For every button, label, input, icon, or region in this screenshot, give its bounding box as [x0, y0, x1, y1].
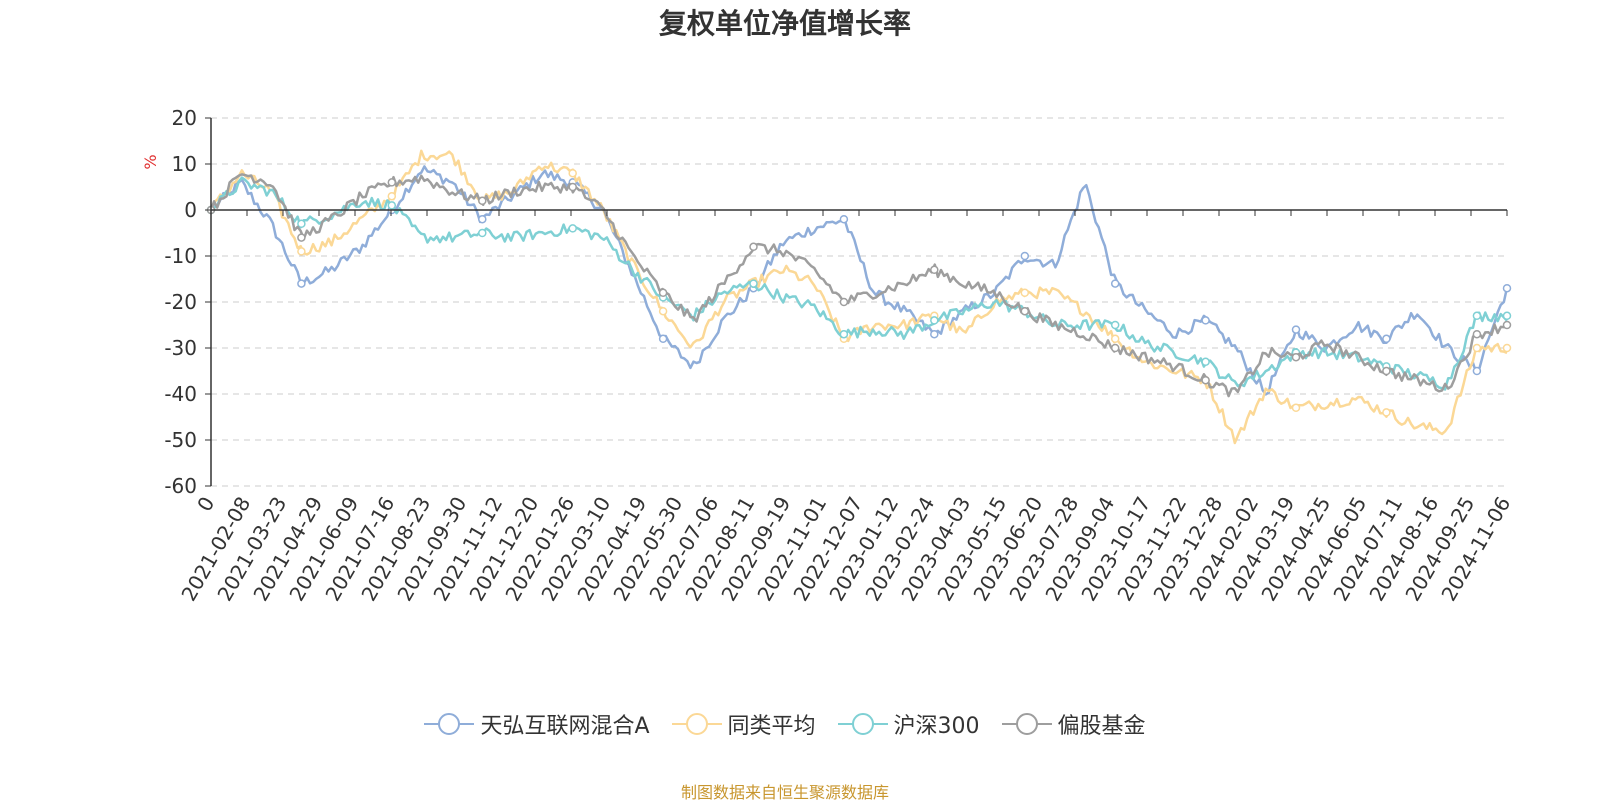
series-marker — [749, 279, 758, 288]
y-tick-label: -50 — [164, 428, 197, 452]
legend-item-category-average[interactable]: 同类平均 — [671, 708, 816, 740]
series-marker — [1382, 366, 1391, 376]
y-tick-label: -40 — [164, 382, 197, 406]
series-marker — [930, 329, 939, 339]
series-line — [209, 173, 1508, 398]
y-axis-unit-label: % — [141, 154, 160, 169]
series-line — [210, 176, 1508, 391]
series-marker — [839, 214, 849, 224]
chart-title: 复权单位净值增长率 — [658, 7, 911, 40]
series-marker — [839, 329, 849, 339]
series-marker — [1110, 343, 1120, 353]
series-marker — [568, 182, 577, 192]
series-marker — [568, 168, 577, 178]
y-tick-label: -30 — [164, 336, 197, 360]
series-marker — [1502, 283, 1512, 293]
series-marker — [839, 297, 849, 307]
series-marker — [930, 316, 939, 325]
series-marker — [478, 214, 487, 224]
series-marker — [1502, 311, 1512, 321]
series-marker — [478, 196, 487, 206]
series-marker — [1020, 288, 1030, 298]
tick-labels: 20100-10-20-30-40-50-6002021-02-082021-0… — [164, 106, 1515, 605]
legend-marker-equity-fund-icon — [1001, 713, 1052, 735]
series-marker — [1201, 375, 1210, 385]
legend-label-fund: 天弘互联网混合A — [480, 714, 650, 739]
series-marker — [297, 219, 306, 229]
legend-label-equity-fund: 偏股基金 — [1057, 714, 1146, 739]
legend-item-csi300[interactable]: 沪深300 — [837, 708, 980, 740]
y-tick-label: 0 — [184, 198, 197, 222]
series-marker — [1472, 343, 1482, 353]
series-marker — [297, 233, 306, 242]
y-tick-label: 10 — [172, 152, 197, 176]
series-marker — [1201, 357, 1210, 367]
series-marker — [387, 191, 397, 201]
series-marker — [1382, 334, 1391, 344]
legend-marker-category-average-icon — [671, 713, 722, 735]
series-marker — [297, 279, 306, 288]
series-line — [209, 165, 1509, 396]
series-marker — [1472, 366, 1482, 376]
legend: 天弘互联网混合A 同类平均 沪深300 偏股基金 — [0, 708, 1570, 740]
y-tick-label: -60 — [164, 474, 197, 498]
series-marker — [1472, 311, 1482, 321]
series-marker — [1472, 329, 1482, 339]
series-marker — [568, 224, 577, 233]
series-marker — [1020, 251, 1030, 261]
y-tick-label: 20 — [172, 106, 197, 130]
grid-lines — [211, 117, 1507, 487]
axes — [205, 117, 1508, 487]
series-marker — [297, 247, 306, 256]
y-tick-label: -20 — [164, 290, 197, 314]
series-marker — [930, 265, 939, 275]
y-tick-label: -10 — [164, 244, 197, 268]
legend-marker-csi300-icon — [837, 713, 888, 735]
series-marker — [387, 201, 397, 210]
series-marker — [1291, 352, 1301, 362]
series-marker — [1201, 316, 1210, 325]
series-marker — [1502, 343, 1512, 353]
series-marker — [749, 242, 758, 252]
series-lines — [206, 149, 1512, 445]
series-marker — [1020, 306, 1030, 316]
series-marker — [1110, 279, 1120, 288]
series-marker — [1382, 408, 1391, 417]
series-marker — [658, 306, 668, 316]
x-tick-label: 0 — [192, 493, 219, 516]
legend-label-csi300: 沪深300 — [893, 714, 980, 739]
source-note: 制图数据来自恒生聚源数据库 — [680, 783, 889, 802]
series-marker — [478, 228, 487, 238]
series-marker — [1502, 320, 1512, 330]
legend-item-equity-fund[interactable]: 偏股基金 — [1001, 708, 1146, 740]
series-marker — [1110, 334, 1120, 344]
legend-marker-fund-icon — [424, 713, 475, 735]
line-chart: 20100-10-20-30-40-50-6002021-02-082021-0… — [141, 106, 1515, 605]
series-marker — [1291, 325, 1301, 334]
series-marker — [387, 178, 397, 187]
legend-label-category-average: 同类平均 — [727, 714, 816, 739]
legend-item-fund[interactable]: 天弘互联网混合A — [424, 708, 650, 740]
series-marker — [658, 288, 668, 298]
series-marker — [1291, 403, 1301, 413]
series-marker — [658, 334, 668, 344]
series-marker — [1110, 320, 1120, 330]
